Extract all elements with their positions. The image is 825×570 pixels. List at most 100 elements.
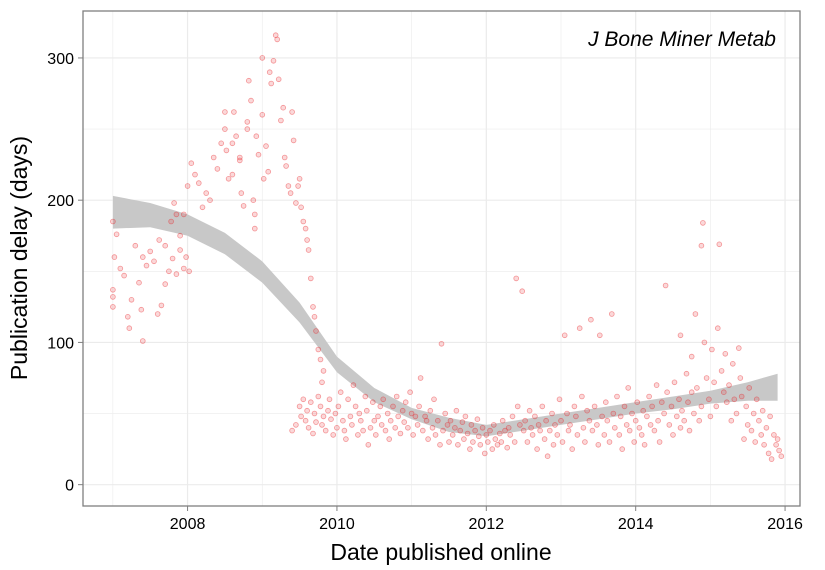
data-point bbox=[151, 258, 157, 265]
data-point bbox=[571, 403, 578, 410]
data-point bbox=[472, 427, 478, 434]
data-point bbox=[395, 413, 402, 420]
data-point bbox=[399, 407, 406, 414]
data-point bbox=[319, 379, 325, 386]
data-point bbox=[677, 424, 684, 431]
data-point bbox=[554, 432, 561, 438]
data-point bbox=[125, 313, 131, 320]
data-point bbox=[596, 332, 603, 339]
data-point bbox=[375, 413, 381, 420]
data-point bbox=[741, 436, 747, 442]
data-point bbox=[427, 407, 434, 414]
data-point bbox=[461, 436, 467, 442]
data-point bbox=[753, 396, 760, 403]
data-point bbox=[631, 439, 637, 445]
data-point bbox=[240, 203, 247, 209]
data-point bbox=[698, 403, 705, 410]
data-point bbox=[653, 382, 660, 388]
data-point bbox=[746, 385, 752, 391]
x-tick-label: 2014 bbox=[618, 516, 654, 533]
data-point bbox=[759, 407, 766, 414]
data-point bbox=[511, 439, 518, 445]
data-point bbox=[138, 306, 145, 313]
data-point bbox=[750, 410, 757, 417]
data-point bbox=[372, 432, 379, 438]
data-point bbox=[470, 439, 476, 445]
data-point bbox=[638, 432, 645, 438]
data-point bbox=[532, 413, 538, 420]
plot-border bbox=[82, 10, 801, 507]
data-point bbox=[526, 407, 533, 414]
data-point bbox=[287, 190, 294, 196]
data-point bbox=[604, 417, 611, 424]
data-point bbox=[720, 389, 727, 396]
data-point bbox=[569, 446, 575, 452]
data-point bbox=[363, 407, 370, 414]
data-point bbox=[298, 413, 304, 420]
data-point bbox=[156, 237, 163, 243]
data-point bbox=[412, 413, 419, 420]
data-point bbox=[126, 325, 133, 332]
data-point bbox=[492, 436, 499, 442]
data-point bbox=[453, 407, 460, 414]
data-point bbox=[619, 446, 625, 452]
data-point bbox=[304, 237, 310, 243]
data-point bbox=[246, 77, 252, 84]
data-point bbox=[281, 154, 288, 161]
data-point bbox=[407, 389, 413, 396]
data-point bbox=[207, 197, 213, 204]
y-axis-title: Publication delay (days) bbox=[6, 136, 32, 380]
data-point bbox=[177, 247, 183, 253]
data-point bbox=[636, 424, 643, 431]
data-point bbox=[681, 417, 687, 424]
data-point bbox=[295, 183, 301, 189]
data-point bbox=[184, 183, 191, 189]
data-point bbox=[626, 427, 633, 434]
data-point bbox=[173, 211, 180, 218]
data-point bbox=[718, 368, 725, 374]
data-point bbox=[171, 200, 177, 206]
data-point bbox=[360, 427, 366, 434]
data-point bbox=[544, 453, 551, 460]
data-point bbox=[475, 433, 482, 440]
data-point bbox=[610, 410, 617, 417]
data-point bbox=[345, 396, 351, 403]
data-point bbox=[520, 427, 527, 434]
data-point bbox=[490, 422, 497, 428]
data-point bbox=[706, 396, 712, 403]
data-point bbox=[679, 407, 685, 414]
data-point bbox=[449, 432, 456, 438]
data-point bbox=[349, 422, 355, 428]
data-point bbox=[128, 296, 135, 303]
data-point bbox=[341, 427, 348, 434]
data-point bbox=[567, 422, 573, 428]
data-point bbox=[313, 328, 319, 334]
data-point bbox=[259, 112, 266, 118]
data-point bbox=[311, 410, 318, 417]
data-point bbox=[616, 432, 623, 438]
data-point bbox=[162, 281, 169, 287]
data-point bbox=[340, 417, 346, 424]
data-point bbox=[683, 370, 690, 377]
data-point bbox=[169, 255, 176, 262]
data-point bbox=[447, 417, 454, 424]
data-point bbox=[260, 176, 267, 182]
data-point bbox=[110, 304, 116, 310]
data-point bbox=[691, 410, 697, 417]
data-point bbox=[528, 424, 534, 431]
data-point bbox=[611, 424, 618, 431]
data-point bbox=[310, 430, 316, 437]
data-point bbox=[265, 168, 272, 175]
data-point bbox=[621, 403, 628, 410]
data-point bbox=[731, 396, 738, 403]
trend-band bbox=[112, 195, 778, 437]
data-point bbox=[289, 427, 295, 434]
data-point bbox=[237, 154, 243, 161]
y-tick-label: 100 bbox=[47, 335, 74, 352]
data-point bbox=[268, 80, 275, 87]
data-point bbox=[771, 432, 777, 438]
data-point bbox=[405, 424, 411, 431]
data-point bbox=[455, 441, 461, 448]
data-point bbox=[237, 157, 243, 164]
data-point bbox=[253, 133, 260, 140]
